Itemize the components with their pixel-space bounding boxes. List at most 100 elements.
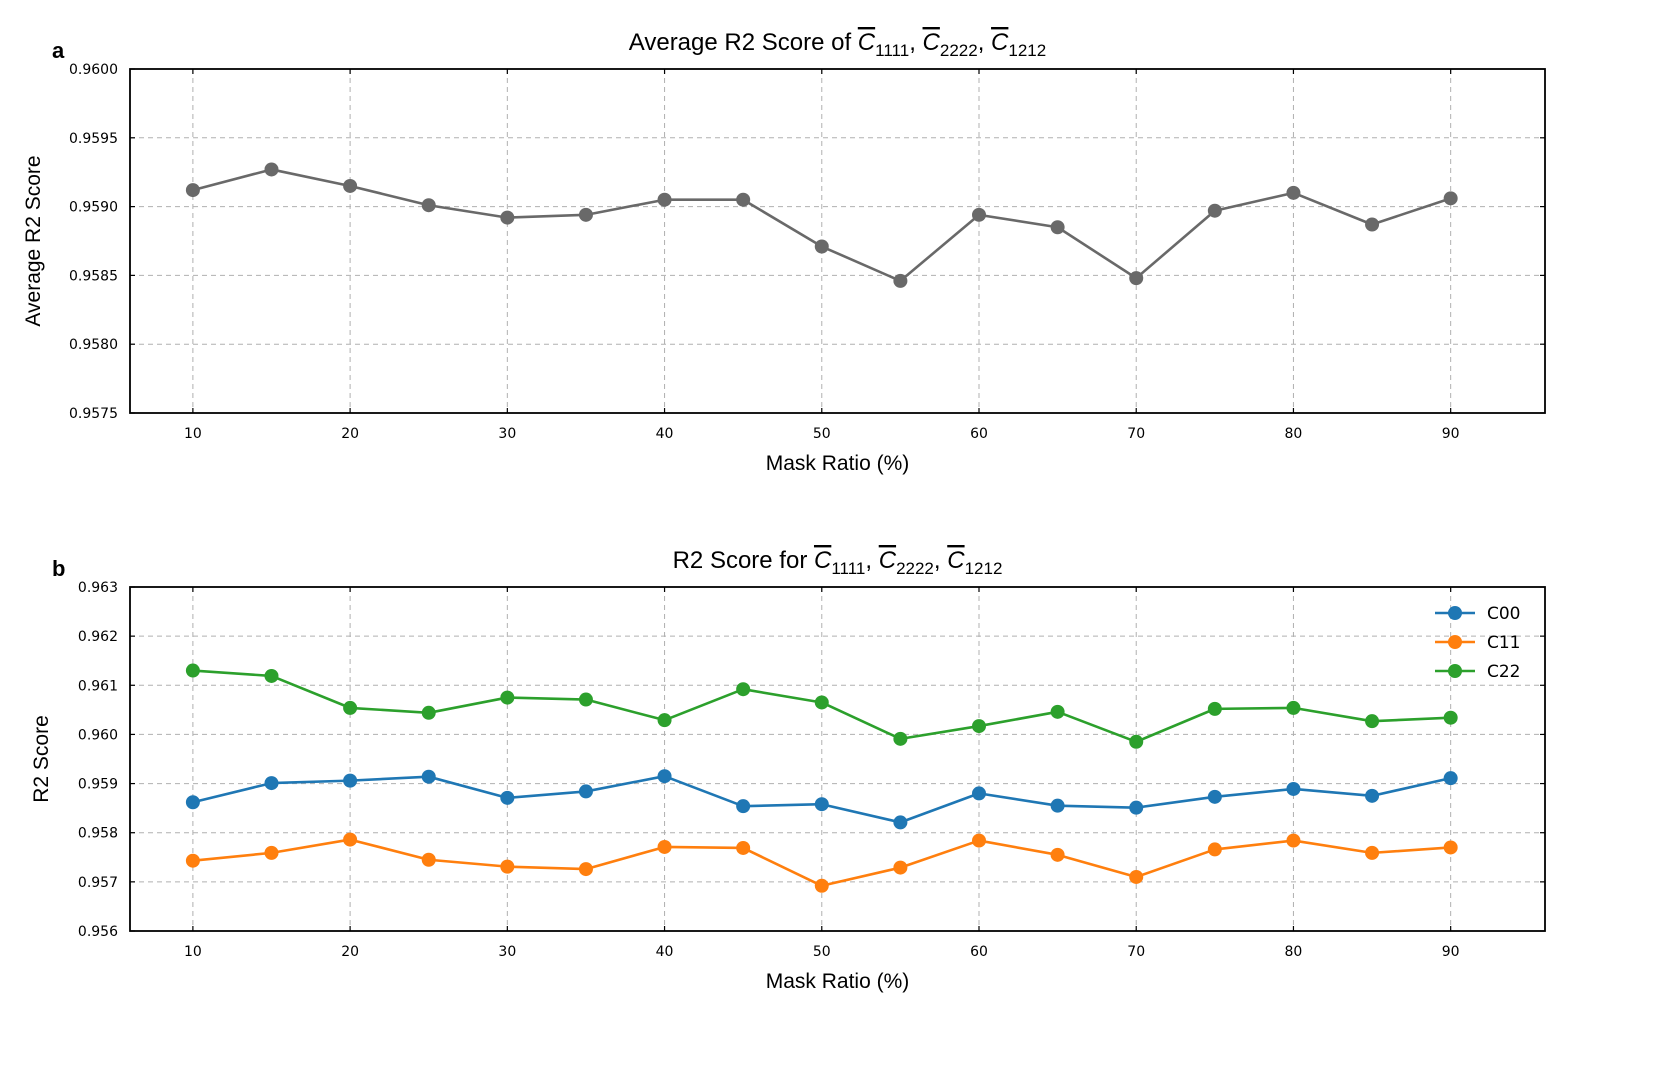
data-point (185, 663, 200, 678)
data-point (264, 845, 279, 860)
data-point (1129, 869, 1144, 884)
data-point (1286, 185, 1301, 200)
x-tick-label: 90 (1442, 944, 1460, 960)
x-tick-label: 80 (1285, 426, 1303, 442)
data-point (1207, 842, 1222, 857)
data-point (421, 852, 436, 867)
y-tick-label: 0.9580 (69, 337, 118, 353)
data-point (1207, 789, 1222, 804)
data-point (500, 859, 515, 874)
series-c00 (185, 769, 1458, 830)
legend-label: C11 (1487, 633, 1521, 653)
data-point (972, 833, 986, 848)
data-point (657, 839, 672, 854)
legend-marker (1448, 635, 1462, 649)
data-point (1286, 833, 1301, 848)
data-point (1050, 220, 1065, 235)
x-tick-label: 30 (498, 426, 516, 442)
data-point (1365, 845, 1380, 860)
x-tick-label: 10 (184, 944, 202, 960)
y-tick-label: 0.956 (78, 924, 118, 940)
data-point (264, 776, 279, 791)
data-point (500, 210, 515, 225)
data-point (1365, 714, 1380, 729)
data-point (1443, 840, 1458, 855)
data-point (1286, 781, 1301, 796)
series-average (185, 162, 1458, 288)
data-point (343, 700, 358, 715)
panel-label: a (52, 38, 65, 63)
chart-panel-b: b R2 Score for C1111, C2222, C1212 10 20 30 4… (30, 547, 1546, 993)
data-point (1443, 710, 1458, 725)
series-c11 (185, 832, 1458, 893)
data-point (1050, 847, 1065, 862)
data-point (500, 790, 515, 805)
x-tick-label: 60 (970, 944, 988, 960)
data-point (736, 192, 751, 207)
plot-frame (129, 586, 1546, 932)
x-tick-label: 70 (1127, 426, 1145, 442)
data-point (578, 784, 593, 799)
legend: C00 C11 C22 (1435, 604, 1521, 682)
data-point (185, 795, 200, 810)
legend-marker (1448, 664, 1462, 678)
y-axis-label: Average R2 Score (22, 155, 45, 326)
data-point (972, 207, 986, 222)
data-point (1286, 700, 1301, 715)
x-tick-label: 20 (341, 944, 359, 960)
y-tick-label: 0.9600 (69, 62, 118, 78)
y-tick-label: 0.959 (78, 777, 118, 793)
data-point (657, 192, 672, 207)
y-tick-label: 0.963 (78, 580, 118, 596)
data-point (814, 695, 829, 710)
x-tick-label: 80 (1285, 944, 1303, 960)
data-point (1365, 788, 1380, 803)
data-point (814, 239, 829, 254)
data-point (1129, 271, 1144, 286)
data-point (264, 668, 279, 683)
data-point (1207, 701, 1222, 716)
x-axis-label: Mask Ratio (%) (766, 452, 910, 475)
data-point (185, 183, 200, 198)
x-tick-label: 90 (1442, 426, 1460, 442)
x-tick-label: 70 (1127, 944, 1145, 960)
chart-title: Average R2 Score of C1111, C2222, C1212 (629, 29, 1046, 60)
data-point (893, 815, 908, 830)
data-point (421, 769, 436, 784)
x-tick-label: 40 (656, 944, 674, 960)
y-tick-label: 0.958 (78, 826, 118, 842)
y-tick-label: 0.960 (78, 727, 118, 743)
x-tick-label: 30 (498, 944, 516, 960)
y-axis-label: R2 Score (30, 715, 53, 803)
data-point (1129, 734, 1144, 749)
data-point (893, 273, 908, 288)
y-tick-label: 0.9585 (69, 268, 118, 284)
data-point (1050, 704, 1065, 719)
data-point (578, 207, 593, 222)
data-point (736, 799, 751, 814)
chart-title: R2 Score for C1111, C2222, C1212 (673, 547, 1003, 578)
data-point (1365, 217, 1380, 232)
data-point (736, 682, 751, 697)
y-tick-label: 0.9595 (69, 131, 118, 147)
data-point (657, 769, 672, 784)
series-c22 (185, 663, 1458, 749)
data-point (500, 690, 515, 705)
data-point (578, 862, 593, 877)
panel-label: b (52, 556, 65, 581)
data-point (972, 719, 986, 734)
data-point (814, 797, 829, 812)
data-point (343, 178, 358, 193)
data-point (893, 731, 908, 746)
x-tick-label: 50 (813, 944, 831, 960)
chart-panel-a: a Average R2 Score of C1111, C2222, C1212… (22, 29, 1546, 475)
y-tick-label: 0.957 (78, 875, 118, 891)
legend-label: C00 (1487, 604, 1521, 624)
data-point (185, 853, 200, 868)
data-point (1207, 203, 1222, 218)
data-point (1129, 800, 1144, 815)
x-tick-label: 10 (184, 426, 202, 442)
y-tick-label: 0.9575 (69, 406, 118, 422)
y-tick-label: 0.962 (78, 629, 118, 645)
